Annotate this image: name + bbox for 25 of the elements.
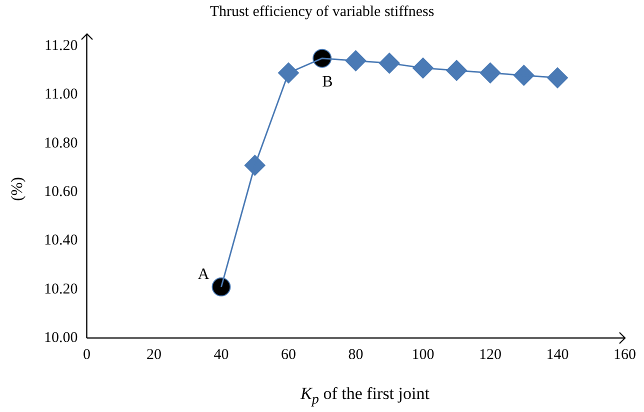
annotation: B xyxy=(322,73,333,90)
x-tick-label: 140 xyxy=(546,346,569,363)
x-tick-label: 40 xyxy=(214,346,229,363)
x-tick-label: 0 xyxy=(83,346,90,363)
y-axis-title: (%) xyxy=(8,177,27,201)
y-tick-label: 11.20 xyxy=(44,38,78,54)
x-tick-label: 100 xyxy=(412,346,434,363)
y-tick-label: 10.80 xyxy=(44,135,78,152)
point xyxy=(278,62,299,84)
point xyxy=(244,154,266,176)
x-tick-label: 60 xyxy=(281,346,296,363)
chart-title: Thrust efficiency of variable stiffness xyxy=(208,4,436,21)
x-tick-label: 80 xyxy=(348,346,364,363)
y-tick-label: 10.40 xyxy=(44,232,78,249)
x-tick-label: 20 xyxy=(146,346,162,363)
x-tick-label: 160 xyxy=(614,346,636,363)
y-tick-label: 11.00 xyxy=(44,86,78,103)
x-tick-label: 120 xyxy=(479,346,502,363)
point xyxy=(212,277,231,296)
y-tick-label: 10.00 xyxy=(44,330,78,346)
annotation: A xyxy=(198,266,210,283)
x-axis-title: K$_{p}$ of the first joint xyxy=(299,384,430,408)
y-tick-label: 10.60 xyxy=(44,184,78,200)
y-tick-label: 10.20 xyxy=(44,281,78,298)
point xyxy=(547,67,568,88)
